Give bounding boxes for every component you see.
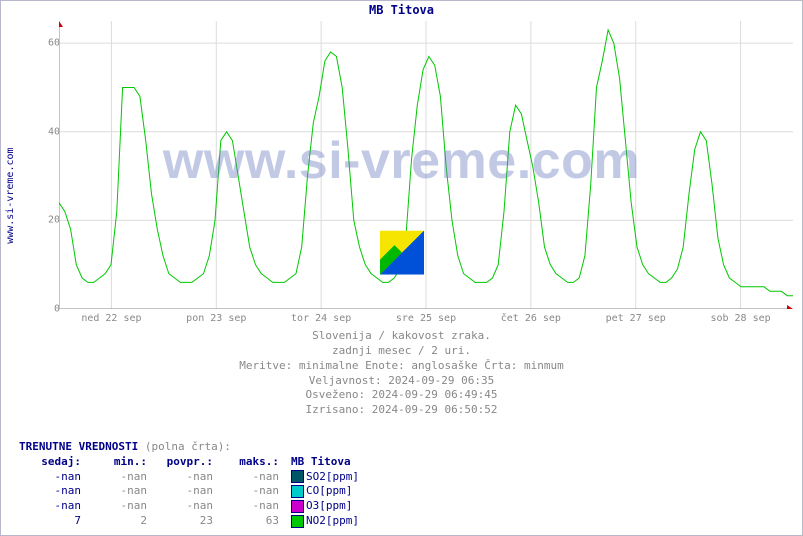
stat-value: 2: [85, 514, 151, 529]
x-tick-label: sob 28 sep: [710, 313, 770, 324]
series-label-cell: SO2[ppm]: [283, 470, 363, 485]
stat-value: -nan: [151, 470, 217, 485]
caption-line: Osveženo: 2024-09-29 06:49:45: [1, 388, 802, 403]
caption-line: Slovenija / kakovost zraka.: [1, 329, 802, 344]
y-tick-label: 0: [54, 304, 60, 315]
stats-title: TRENUTNE VREDNOSTI (polna črta):: [19, 440, 363, 455]
stats-title-main: TRENUTNE VREDNOSTI: [19, 440, 138, 453]
series-name: NO2[ppm]: [306, 514, 359, 527]
legend-swatch-icon: [291, 485, 304, 498]
stat-value: -nan: [217, 499, 283, 514]
legend-swatch-icon: [291, 470, 304, 483]
plot-area: [59, 21, 793, 309]
y-tick-label: 40: [48, 126, 60, 137]
series-name: SO2[ppm]: [306, 470, 359, 483]
y-tick-label: 20: [48, 215, 60, 226]
stats-block: TRENUTNE VREDNOSTI (polna črta): sedaj: …: [19, 440, 363, 529]
series-name: CO[ppm]: [306, 484, 352, 497]
stat-value: -nan: [19, 484, 85, 499]
x-tick-label: čet 26 sep: [501, 313, 561, 324]
stat-value: -nan: [151, 484, 217, 499]
stats-title-suffix: (polna črta):: [138, 440, 231, 453]
stat-value: 63: [217, 514, 283, 529]
col-head: sedaj:: [19, 455, 85, 470]
caption-block: Slovenija / kakovost zraka. zadnji mesec…: [1, 329, 802, 418]
x-tick-label: sre 25 sep: [396, 313, 456, 324]
table-row: -nan-nan-nan-nanO3[ppm]: [19, 499, 363, 514]
table-row: -nan-nan-nan-nanSO2[ppm]: [19, 470, 363, 485]
stat-value: 7: [19, 514, 85, 529]
stat-value: -nan: [151, 499, 217, 514]
x-tick-label: pon 23 sep: [186, 313, 246, 324]
col-head: maks.:: [217, 455, 283, 470]
y-tick-label: 60: [48, 38, 60, 49]
stat-value: -nan: [19, 470, 85, 485]
caption-line: Izrisano: 2024-09-29 06:50:52: [1, 403, 802, 418]
stat-value: -nan: [217, 484, 283, 499]
col-head: povpr.:: [151, 455, 217, 470]
caption-line: Meritve: minimalne Enote: anglosaške Črt…: [1, 359, 802, 374]
x-axis-arrow-icon: [787, 305, 793, 309]
stat-value: -nan: [85, 484, 151, 499]
series-label-cell: NO2[ppm]: [283, 514, 363, 529]
x-tick-label: tor 24 sep: [291, 313, 351, 324]
series-label-cell: CO[ppm]: [283, 484, 363, 499]
station-head: MB Titova: [283, 455, 363, 470]
stat-value: -nan: [19, 499, 85, 514]
legend-swatch-icon: [291, 515, 304, 528]
series-label-cell: O3[ppm]: [283, 499, 363, 514]
stat-value: -nan: [85, 499, 151, 514]
x-tick-label: pet 27 sep: [606, 313, 666, 324]
stats-table: sedaj: min.: povpr.: maks.: MB Titova -n…: [19, 455, 363, 529]
caption-line: Veljavnost: 2024-09-29 06:35: [1, 374, 802, 389]
y-axis-side-label: www.si-vreme.com: [5, 147, 16, 243]
x-tick-label: ned 22 sep: [81, 313, 141, 324]
y-axis-arrow-icon: [59, 21, 63, 27]
chart-container: MB Titova www.si-vreme.com www.si-vreme.…: [0, 0, 803, 536]
legend-swatch-icon: [291, 500, 304, 513]
col-head: min.:: [85, 455, 151, 470]
chart-title: MB Titova: [1, 3, 802, 17]
stat-value: -nan: [217, 470, 283, 485]
table-row: 722363 NO2[ppm]: [19, 514, 363, 529]
stat-value: 23: [151, 514, 217, 529]
stats-header-row: sedaj: min.: povpr.: maks.: MB Titova: [19, 455, 363, 470]
caption-line: zadnji mesec / 2 uri.: [1, 344, 802, 359]
table-row: -nan-nan-nan-nanCO[ppm]: [19, 484, 363, 499]
stat-value: -nan: [85, 470, 151, 485]
series-name: O3[ppm]: [306, 499, 352, 512]
